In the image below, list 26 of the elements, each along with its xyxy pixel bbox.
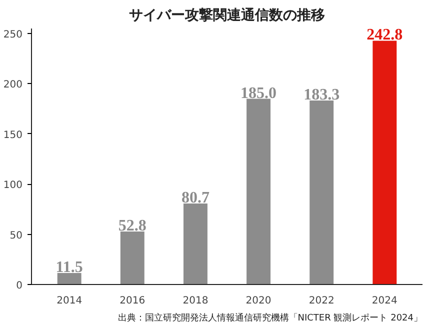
x-tick-label: 2024 (372, 296, 398, 306)
x-tick-label: 2018 (182, 296, 208, 306)
y-tick-label: 250 (3, 30, 23, 41)
y-tick-label: 50 (10, 230, 23, 242)
bar (57, 272, 82, 284)
x-tick-label: 2020 (246, 296, 272, 306)
data-label: 52.8 (118, 217, 146, 234)
y-tick-label: 150 (3, 130, 23, 141)
data-label: 183.3 (304, 86, 340, 104)
data-label: 80.7 (181, 189, 210, 206)
data-label: 242.8 (366, 26, 403, 44)
chart-title: サイバー攻撃関連通信数の推移 (129, 6, 325, 24)
y-tick-label: 100 (3, 180, 23, 192)
y-tick-label: 200 (3, 80, 23, 91)
bar (372, 40, 397, 284)
source-note: 出典：国立研究開発法人情報通信研究機構「NICTER 観測レポート 2024」 (118, 312, 422, 324)
x-tick-label: 2014 (56, 296, 82, 306)
x-tick-label: 2016 (120, 296, 146, 306)
data-label: 11.5 (56, 258, 83, 276)
x-tick-label: 2022 (308, 296, 334, 306)
data-label: 185.0 (240, 84, 277, 102)
bar (183, 203, 208, 284)
bar (120, 231, 144, 284)
y-tick-label: 0 (16, 280, 23, 292)
bar (310, 100, 334, 284)
bar (246, 98, 271, 284)
